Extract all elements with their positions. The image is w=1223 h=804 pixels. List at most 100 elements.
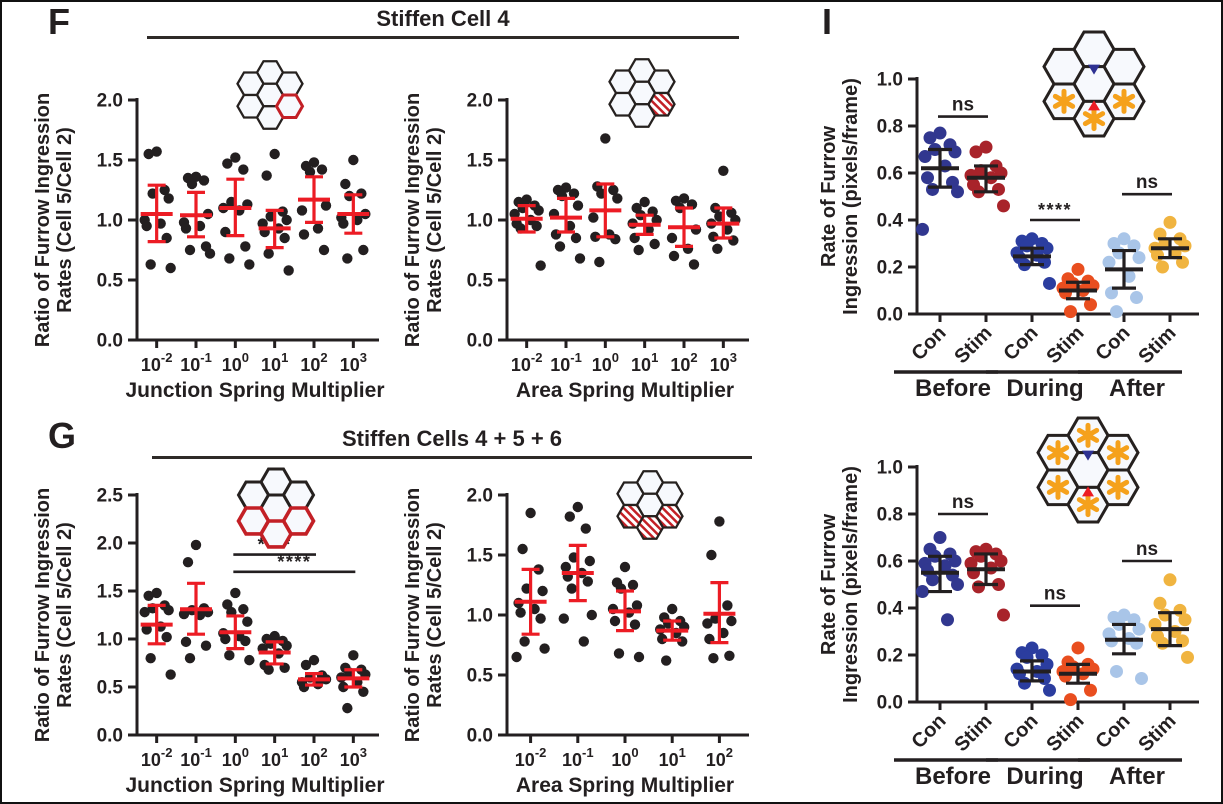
panel-title-g: Stiffen Cells 4 + 5 + 6 (152, 426, 752, 460)
svg-text:Con: Con (999, 710, 1042, 753)
svg-text:Ingression (pixels/frame): Ingression (pixels/frame) (840, 78, 862, 315)
svg-text:Area Spring Multiplier: Area Spring Multiplier (516, 774, 734, 797)
svg-text:1.0: 1.0 (467, 211, 493, 232)
svg-text:1.5: 1.5 (97, 151, 124, 172)
svg-text:****: **** (277, 552, 311, 572)
dot-plot-g-junction-spring: 0.0 0.5 1.0 1.5 2.0 2.5 10-2 10-1 100 101 102 103 Ju… (32, 486, 385, 798)
svg-text:100: 100 (222, 745, 249, 770)
svg-text:Stim: Stim (1134, 710, 1180, 756)
svg-text:0.2: 0.2 (877, 258, 903, 279)
svg-text:Ratio of Furrow Ingression: Ratio of Furrow Ingression (402, 93, 424, 347)
svg-text:100: 100 (611, 745, 638, 770)
svg-text:0.0: 0.0 (467, 726, 493, 747)
svg-text:1.5: 1.5 (467, 151, 494, 172)
svg-text:Rate of Furrow: Rate of Furrow (818, 514, 840, 656)
svg-text:103: 103 (710, 350, 737, 375)
svg-text:0.8: 0.8 (877, 505, 903, 526)
hexagon-cell-diagram-i-bottom (1036, 416, 1140, 524)
svg-text:Con: Con (1091, 322, 1134, 365)
svg-text:100: 100 (222, 350, 249, 375)
svg-text:Rates (Cell 5/Cell 2): Rates (Cell 5/Cell 2) (424, 522, 446, 708)
svg-text:During: During (1006, 763, 1083, 790)
svg-text:0.0: 0.0 (877, 305, 903, 326)
svg-text:Con: Con (907, 322, 950, 365)
svg-text:ns: ns (1136, 172, 1158, 193)
svg-text:Rates (Cell 5/Cell 2): Rates (Cell 5/Cell 2) (54, 127, 76, 313)
svg-text:Stim: Stim (950, 710, 996, 756)
svg-text:0.5: 0.5 (97, 678, 124, 699)
dot-plot-g-area-spring: 0.0 0.5 1.0 1.5 2.0 10-2 10-1 100 101 102 Area Spr… (402, 486, 749, 797)
svg-text:Stim: Stim (1042, 322, 1088, 368)
svg-text:Junction Spring Multiplier: Junction Spring Multiplier (126, 774, 385, 797)
svg-text:0.0: 0.0 (97, 331, 123, 352)
svg-text:102: 102 (300, 350, 327, 375)
svg-text:1.0: 1.0 (877, 458, 903, 479)
hexagon-cell-diagram-i-top (1042, 30, 1146, 138)
svg-text:103: 103 (340, 745, 367, 770)
svg-text:ns: ns (1044, 584, 1066, 605)
svg-text:0.0: 0.0 (877, 693, 903, 714)
svg-text:0.2: 0.2 (877, 646, 903, 667)
svg-text:101: 101 (659, 745, 686, 770)
svg-text:Con: Con (1091, 710, 1134, 753)
svg-text:103: 103 (340, 350, 367, 375)
svg-text:Con: Con (999, 322, 1042, 365)
panel-letter-i: I (822, 1, 833, 42)
svg-text:0.0: 0.0 (467, 331, 493, 352)
svg-text:Junction Spring Multiplier: Junction Spring Multiplier (126, 379, 385, 402)
svg-text:Ratio of Furrow Ingression: Ratio of Furrow Ingression (32, 93, 54, 347)
svg-text:10-2: 10-2 (141, 350, 173, 375)
svg-text:0.4: 0.4 (877, 599, 904, 620)
svg-text:0.4: 0.4 (877, 211, 904, 232)
svg-text:10-1: 10-1 (550, 350, 582, 375)
svg-text:101: 101 (631, 350, 658, 375)
svg-text:ns: ns (1136, 539, 1158, 560)
svg-text:****: **** (1038, 200, 1072, 220)
svg-text:Ratio of Furrow Ingression: Ratio of Furrow Ingression (402, 488, 424, 742)
svg-text:After: After (1109, 375, 1165, 402)
hexagon-cell-diagram-f-area (608, 58, 676, 128)
svg-text:1.5: 1.5 (467, 546, 494, 567)
svg-text:2.0: 2.0 (467, 486, 493, 507)
svg-text:1.0: 1.0 (97, 630, 123, 651)
svg-text:1.0: 1.0 (877, 70, 903, 91)
hexagon-cell-diagram-f-junction (236, 60, 305, 130)
svg-text:0.5: 0.5 (467, 666, 494, 687)
svg-text:0.8: 0.8 (877, 117, 903, 138)
svg-text:1.5: 1.5 (97, 582, 124, 603)
svg-text:2.5: 2.5 (97, 486, 124, 507)
svg-text:Before: Before (915, 375, 991, 402)
svg-text:During: During (1006, 375, 1083, 402)
svg-text:1.0: 1.0 (97, 211, 123, 232)
svg-text:0.6: 0.6 (877, 164, 903, 185)
svg-text:2.0: 2.0 (97, 91, 123, 112)
svg-text:0.0: 0.0 (97, 726, 123, 747)
svg-text:Area Spring Multiplier: Area Spring Multiplier (516, 379, 734, 402)
svg-text:100: 100 (592, 350, 619, 375)
hexagon-cell-diagram-g-junction (236, 467, 316, 549)
svg-text:102: 102 (300, 745, 327, 770)
svg-text:10-2: 10-2 (141, 745, 173, 770)
svg-text:101: 101 (261, 350, 288, 375)
svg-text:2.0: 2.0 (467, 91, 493, 112)
svg-text:After: After (1109, 763, 1165, 790)
svg-text:10-2: 10-2 (515, 745, 547, 770)
svg-text:10-2: 10-2 (511, 350, 543, 375)
svg-text:2.0: 2.0 (97, 534, 123, 555)
panel-letter-g: G (48, 415, 77, 456)
svg-text:101: 101 (261, 745, 288, 770)
svg-text:102: 102 (670, 350, 697, 375)
svg-text:Ingression (pixels/frame): Ingression (pixels/frame) (840, 466, 862, 703)
svg-text:1.0: 1.0 (467, 606, 493, 627)
svg-text:ns: ns (952, 95, 974, 116)
svg-text:Stim: Stim (1134, 322, 1180, 368)
svg-text:10-1: 10-1 (180, 745, 212, 770)
svg-text:0.5: 0.5 (97, 271, 124, 292)
svg-text:Rate of Furrow: Rate of Furrow (818, 126, 840, 268)
hexagon-cell-diagram-g-area (616, 470, 684, 540)
svg-text:10-1: 10-1 (180, 350, 212, 375)
svg-text:Before: Before (915, 763, 991, 790)
svg-text:0.6: 0.6 (877, 552, 903, 573)
